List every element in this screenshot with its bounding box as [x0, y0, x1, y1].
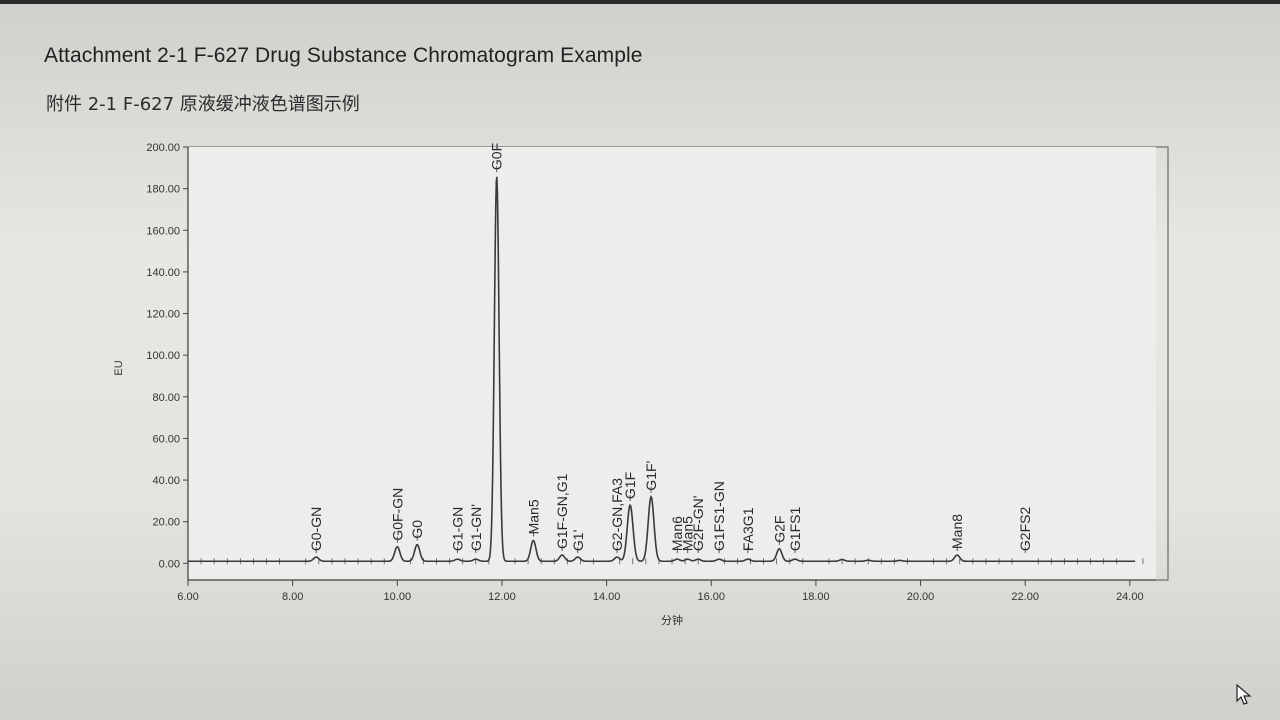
x-tick-label: 18.00 — [802, 591, 830, 603]
y-tick-label: 60.00 — [152, 433, 180, 445]
y-tick-label: 180.00 — [146, 184, 180, 196]
peak-label: G1F' — [643, 461, 659, 491]
chromatogram-chart: 0.00 20.00 40.00 60.00 80.00 100.00 120.00 140.… — [100, 130, 1210, 640]
y-tick-label: 0.00 — [159, 558, 180, 570]
peak-label: G0F-GN — [389, 488, 405, 541]
x-tick-label: 12.00 — [488, 591, 516, 603]
peak-labels-group: G0-GN G0F-GN G0 G1-GN G1-GN' G0F Man5 G1F-GN,G1… — [308, 143, 1033, 554]
chromatogram-trace — [188, 176, 1136, 563]
y-axis-label: EU — [113, 360, 125, 375]
peak-label: G1-GN' — [468, 504, 484, 551]
peak-label: Man5 — [525, 499, 541, 534]
y-tick-label: 140.00 — [146, 267, 180, 279]
peak-label: G1FS1 — [787, 507, 803, 552]
peak-label: G2F-GN' — [690, 496, 706, 552]
y-tick-label: 200.00 — [146, 142, 180, 154]
y-tick-label: 20.00 — [152, 517, 180, 529]
x-tick-label: 8.00 — [282, 591, 303, 603]
y-tick-label: 120.00 — [146, 309, 180, 321]
chromatogram-svg: 0.00 20.00 40.00 60.00 80.00 100.00 120.00 140.… — [113, 142, 1169, 627]
peak-label: G2FS2 — [1017, 507, 1033, 552]
peak-label: G0 — [409, 520, 425, 539]
peak-label: FA3G1 — [740, 507, 756, 551]
peak-label: Man5 — [680, 516, 696, 551]
peak-label: G1F-GN,G1 — [554, 473, 570, 549]
peak-label: G2F — [771, 516, 787, 543]
peak-label: Man8 — [949, 514, 965, 549]
x-tick-label: 20.00 — [907, 591, 935, 603]
x-ticks-group: 6.00 8.00 10.00 12.00 14.00 16.00 18.00 20.00 22… — [177, 558, 1144, 603]
y-tick-label: 100.00 — [146, 350, 180, 362]
y-tick-label: 160.00 — [146, 225, 180, 237]
x-tick-label: 10.00 — [384, 591, 412, 603]
page-title-chinese: 附件 2-1 F-627 原液缓冲液色谱图示例 — [46, 94, 360, 115]
peak-label: G1FS1-GN — [711, 481, 727, 551]
peak-label: G1F — [622, 472, 638, 499]
x-tick-label: 24.00 — [1116, 591, 1144, 603]
peak-label: G2-GN,FA3 — [609, 478, 625, 551]
x-tick-label: 16.00 — [697, 591, 725, 603]
peak-label: G1' — [570, 530, 586, 551]
y-tick-label: 40.00 — [152, 475, 180, 487]
y-tick-label: 80.00 — [152, 392, 180, 404]
peak-label: G1-GN — [450, 507, 466, 551]
peak-label: Man6 — [669, 516, 685, 551]
peak-label: G0-GN — [308, 507, 324, 551]
x-axis-label: 分钟 — [661, 613, 683, 627]
page-title-english: Attachment 2-1 F-627 Drug Substance Chro… — [44, 44, 643, 67]
y-ticks-group: 0.00 20.00 40.00 60.00 80.00 100.00 120.00 140.… — [146, 142, 188, 570]
x-tick-label: 22.00 — [1011, 591, 1039, 603]
axes-group — [187, 147, 1156, 581]
x-tick-label: 14.00 — [593, 591, 621, 603]
screen-top-edge — [0, 0, 1280, 4]
x-tick-label: 6.00 — [177, 591, 198, 603]
mouse-pointer-icon — [1236, 684, 1252, 705]
peak-label: G0F — [489, 143, 505, 170]
plot-area — [188, 147, 1156, 580]
